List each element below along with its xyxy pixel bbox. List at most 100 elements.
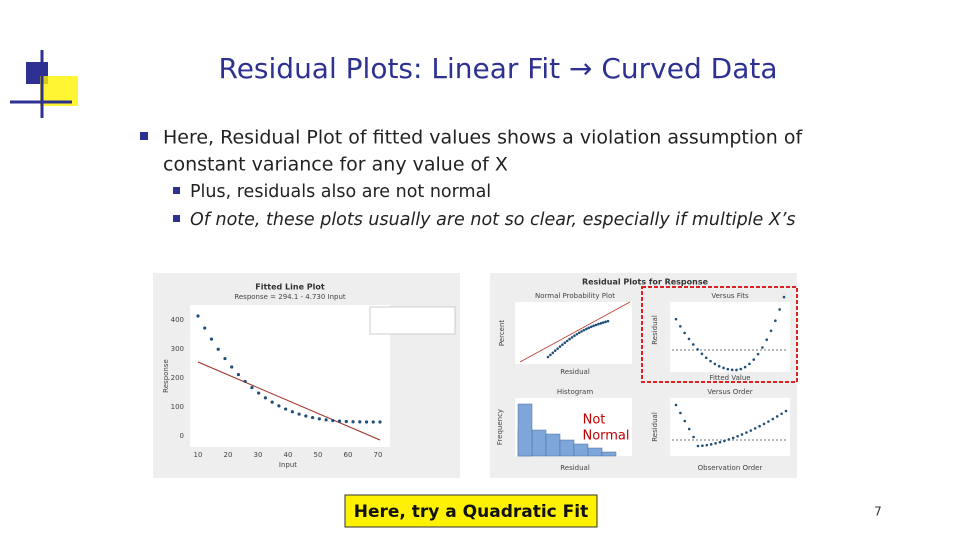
illustration-dot [549,353,552,357]
illustration-dot [709,359,712,363]
axis-label: Residual [560,368,590,376]
illustration-dot [236,372,241,377]
illustration-dot [739,367,743,371]
illustration-dot [740,433,744,436]
illustration-dot [756,352,760,356]
illustration-dot [700,352,704,356]
illustration-dot [714,442,717,445]
illustration-dot [730,368,734,372]
illustration-dot [592,324,595,328]
illustration-dot [767,420,770,423]
axis-label: Percent [498,320,506,347]
x-tick-label: 20 [224,451,233,459]
panel-title: Histogram [557,388,593,396]
illustration-dot [604,320,607,324]
plot-title: Residual Plots for Response [582,278,709,287]
illustration-dot [762,422,766,426]
illustration-dot [701,444,704,448]
illustration-dot [589,325,593,329]
x-tick-label: 50 [314,451,323,459]
illustration-dot [597,322,600,326]
illustration-dot [290,410,294,414]
bullet [173,215,180,222]
illustration-dot [709,443,713,446]
illustration-dot [774,319,777,323]
axis-label: Fitted Value [709,374,750,382]
illustration-dot [203,326,207,330]
illustration-dot [223,356,227,361]
illustration-dot [679,411,682,415]
illustration-dot [577,331,581,335]
illustration-dot [304,414,308,418]
illustration-dot [196,314,200,318]
axis-label: Input [279,461,297,469]
illustration-dot [784,409,788,413]
annotation: Normal [582,429,629,444]
illustration-dot [771,417,775,421]
illustration-bar [531,429,547,457]
bullet-text: Plus, residuals also are not normal [190,182,491,202]
illustration-dot [243,379,247,384]
illustration-dot [718,440,722,444]
illustration-dot [594,323,598,327]
illustration-dot [765,338,769,342]
callout: Here, try a Quadratic Fit [354,502,589,522]
illustration-dot [277,404,281,408]
illustration-bar [573,443,589,457]
illustration-dot [563,341,567,345]
illustration-dot [683,331,686,335]
illustration-dot [585,327,588,331]
illustration-dot [723,439,726,443]
illustration-dot [216,347,220,351]
title: Residual Plots: Linear Fit → Curved Data [219,52,778,85]
illustration-dot [679,325,682,328]
illustration-dot [745,431,748,434]
fitted-line-image: Fitted Line Plot Response = 294.1 - 4.73… [153,273,460,478]
illustration-dot [692,435,695,439]
x-tick-label: 40 [284,451,293,459]
illustration-dot [775,415,779,418]
illustration-dot [558,345,562,348]
panel-title: Normal Probability Plot [535,292,615,300]
illustration-dot [717,364,721,368]
illustration-dot [310,415,315,420]
illustration-dot [250,385,254,390]
illustration-dot [687,337,691,341]
illustration-dot [230,365,234,369]
bullet-text: Of note, these plots usually are not so … [190,210,796,230]
illustration-dot [582,328,586,332]
illustration-dot [691,343,695,346]
illustration-dot [324,418,328,422]
bullet-text: constant variance for any value of X [163,154,508,176]
y-tick-label: 100 [171,403,184,411]
bullet-text: Here, Residual Plot of fitted values sho… [163,127,803,149]
illustration-dot [337,419,342,423]
illustration-dot [371,420,375,424]
illustration-dot [599,322,603,325]
x-tick-label: 60 [344,451,353,459]
y-tick-label: 400 [171,316,184,324]
annotation: Not [583,413,606,428]
illustration-dot [551,351,555,355]
illustration-dot [575,332,579,336]
illustration-dot [758,424,761,428]
illustration-dot [705,443,709,447]
illustration-bar [559,439,575,457]
illustration-bar [545,433,561,457]
illustration-dot [735,368,738,372]
illustration-dot [778,308,781,311]
plot-title: Fitted Line Plot [255,283,325,292]
illustration-dot [696,348,699,351]
x-tick-label: 30 [254,451,263,459]
illustration-dot [713,362,717,366]
illustration-dot [358,420,362,424]
axis-label: Residual [560,464,590,472]
illustration-dot [761,346,764,349]
illustration-dot [674,403,678,407]
illustration-dot [263,396,268,400]
illustration-dot [753,427,757,430]
illustration-dot [284,407,288,411]
illustration-dot [722,366,725,370]
equation: Response = 294.1 - 4.730 Input [234,293,346,301]
